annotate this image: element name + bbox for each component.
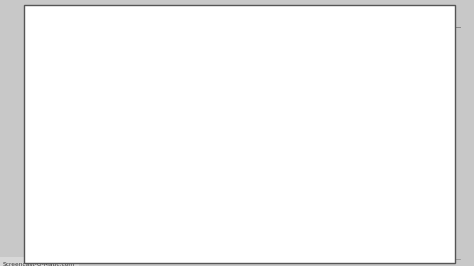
Text: Monohybrid and Dihybrid Traits: Monohybrid and Dihybrid Traits (33, 185, 219, 194)
FancyBboxPatch shape (322, 126, 415, 146)
Text: A: A (169, 106, 182, 120)
Text: hetero: hetero (219, 68, 241, 76)
Text: gametes: gametes (152, 55, 184, 63)
Text: PUNNETT SQUARES: PUNNETT SQUARES (33, 31, 161, 41)
Text: Aa: Aa (215, 146, 232, 159)
Text: AA: AA (213, 106, 234, 119)
Text: from the parental: from the parental (204, 55, 281, 63)
Text: Aa: Aa (268, 106, 285, 119)
Text: crosses in which only _____ trait is studied. A _____________ cross can be used: crosses in which only _____ trait is stu… (33, 206, 338, 214)
FancyBboxPatch shape (38, 102, 126, 122)
Text: aa: aa (269, 146, 284, 159)
Text: a: a (273, 72, 281, 85)
Text: Punnett Square: Punnett Square (304, 33, 360, 41)
Circle shape (208, 70, 239, 87)
Text: Screencast-O-Matic.com: Screencast-O-Matic.com (2, 262, 74, 266)
Text: combined to form the: combined to form the (33, 65, 123, 73)
Text: Common genetic problems are solved using a _____________: Common genetic problems are solved using… (33, 44, 273, 52)
Text: Potential offspring: Potential offspring (336, 132, 401, 140)
Text: are: are (347, 55, 363, 63)
Text: Genetics Notes - 2: Genetics Notes - 2 (370, 11, 455, 20)
Text: In a Punnett Square, the: In a Punnett Square, the (33, 55, 136, 63)
Text: A: A (218, 71, 229, 85)
Text: genotype: genotype (293, 55, 328, 63)
Text: genotype: genotype (160, 65, 195, 73)
Text: The Punnett square shown previously represent _____________ crosses, or: The Punnett square shown previously repr… (33, 197, 324, 205)
Text: a: a (172, 146, 179, 159)
Text: Parental gametes: Parental gametes (51, 108, 113, 117)
Text: Cross: Aa x Aa: Cross: Aa x Aa (210, 78, 288, 88)
Text: of the potential offspring.: of the potential offspring. (222, 65, 328, 73)
Text: hetero: hetero (262, 68, 283, 76)
